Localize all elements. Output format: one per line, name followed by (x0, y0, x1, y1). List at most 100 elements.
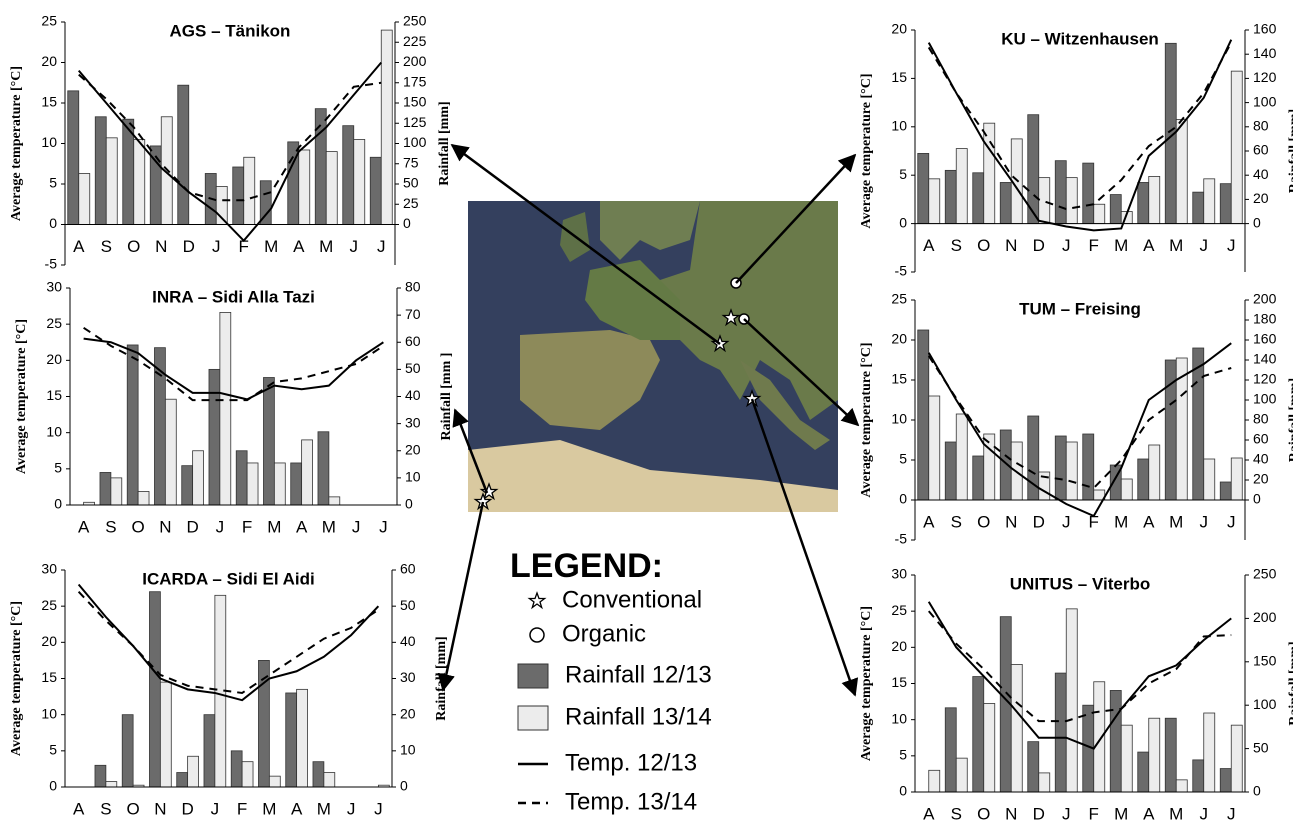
x-tick-label: J (374, 799, 383, 818)
y-tick-label: 25 (41, 597, 57, 613)
y2-tick-label: 200 (403, 53, 427, 69)
bar (1231, 458, 1242, 500)
x-tick-label: M (322, 517, 336, 536)
bar (244, 157, 255, 224)
x-tick-label: M (267, 517, 281, 536)
x-tick-label: J (379, 517, 388, 536)
bar (1055, 436, 1066, 500)
y-tick-label: 10 (891, 118, 907, 134)
bar (299, 150, 310, 225)
bar (1149, 718, 1160, 792)
y2-tick-label: 40 (400, 633, 416, 649)
bar (329, 497, 340, 505)
legend-label: Temp. 12/13 (565, 749, 697, 776)
y2-axis-label: Rainfall [mm] (434, 636, 449, 720)
bar (1204, 459, 1215, 500)
y2-tick-label: 225 (403, 33, 427, 49)
bar (1083, 163, 1094, 224)
y2-tick-label: 25 (403, 195, 419, 211)
bar (1204, 713, 1215, 792)
chart-title: INRA – Sidi Alla Tazi (152, 287, 315, 306)
bar (165, 399, 176, 505)
bar (1000, 430, 1011, 500)
bar (1094, 204, 1105, 223)
bar (1000, 182, 1011, 223)
bar (1138, 182, 1149, 223)
y-axis-label: Average temperature [°C] (859, 73, 874, 228)
y2-tick-label: 0 (1253, 214, 1261, 230)
y-tick-label: 20 (891, 21, 907, 37)
x-tick-label: F (1089, 804, 1099, 823)
y-tick-label: 0 (49, 215, 57, 231)
x-tick-label: A (73, 799, 85, 818)
bar (984, 434, 995, 500)
x-tick-label: A (296, 517, 308, 536)
bar (973, 173, 984, 224)
bar (122, 715, 133, 787)
y-tick-label: 15 (891, 674, 907, 690)
bar (354, 139, 365, 224)
y2-tick-label: 75 (403, 154, 419, 170)
y2-tick-label: 20 (400, 705, 416, 721)
bar (95, 117, 106, 225)
bar (177, 773, 188, 787)
y-tick-label: 0 (899, 491, 907, 507)
legend-label: Rainfall 12/13 (565, 661, 712, 688)
bar (269, 776, 280, 787)
x-tick-label: A (293, 237, 305, 256)
bar (138, 491, 149, 505)
y2-tick-label: 0 (400, 778, 408, 794)
x-tick-label: J (1062, 804, 1071, 823)
y-tick-label: 10 (41, 705, 57, 721)
x-tick-label: M (262, 799, 276, 818)
y-tick-label: 5 (54, 460, 62, 476)
y-tick-label: 5 (899, 747, 907, 763)
bar (1066, 442, 1077, 500)
bar (918, 153, 929, 223)
x-tick-label: S (100, 799, 111, 818)
y-tick-label: 15 (41, 669, 57, 685)
x-tick-label: M (264, 237, 278, 256)
x-tick-label: N (159, 517, 171, 536)
chart: 05101520253001020304050607080ASONDJFMAMJ… (14, 279, 454, 537)
bar (956, 149, 967, 224)
y-tick-label: 20 (41, 633, 57, 649)
x-tick-label: A (1143, 236, 1155, 255)
bar (302, 440, 313, 505)
y2-tick-label: 100 (1253, 696, 1277, 712)
y-tick-label: 10 (41, 134, 57, 150)
y2-tick-label: 50 (400, 597, 416, 613)
x-tick-label: J (1200, 512, 1209, 531)
bar (291, 463, 302, 505)
bar (95, 765, 106, 787)
y2-tick-label: 250 (403, 13, 427, 29)
x-tick-label: J (347, 799, 356, 818)
bar (160, 682, 171, 787)
y2-tick-label: 100 (403, 134, 427, 150)
bar (313, 762, 324, 787)
bar (1149, 445, 1160, 500)
y-tick-label: 5 (899, 166, 907, 182)
bar (263, 378, 274, 505)
y2-tick-label: 80 (1253, 118, 1269, 134)
x-tick-label: D (1033, 512, 1045, 531)
x-tick-label: N (1005, 804, 1017, 823)
bar (1039, 773, 1050, 792)
bar (182, 466, 193, 505)
bar (1121, 725, 1132, 792)
y2-axis-label: Rainfall [mm] (1287, 109, 1293, 193)
x-tick-label: N (155, 237, 167, 256)
x-tick-label: F (237, 799, 247, 818)
bar (1231, 725, 1242, 792)
x-tick-label: S (101, 237, 112, 256)
x-tick-label: O (127, 799, 140, 818)
x-tick-label: N (1005, 236, 1017, 255)
x-tick-label: J (1227, 804, 1236, 823)
y2-tick-label: 20 (1253, 471, 1269, 487)
bar (68, 91, 79, 225)
x-tick-label: A (1143, 512, 1155, 531)
bar (220, 312, 231, 505)
chart: 0510152025300102030405060ASONDJFMAMJJICA… (9, 561, 449, 819)
legend-title: LEGEND: (510, 547, 663, 585)
